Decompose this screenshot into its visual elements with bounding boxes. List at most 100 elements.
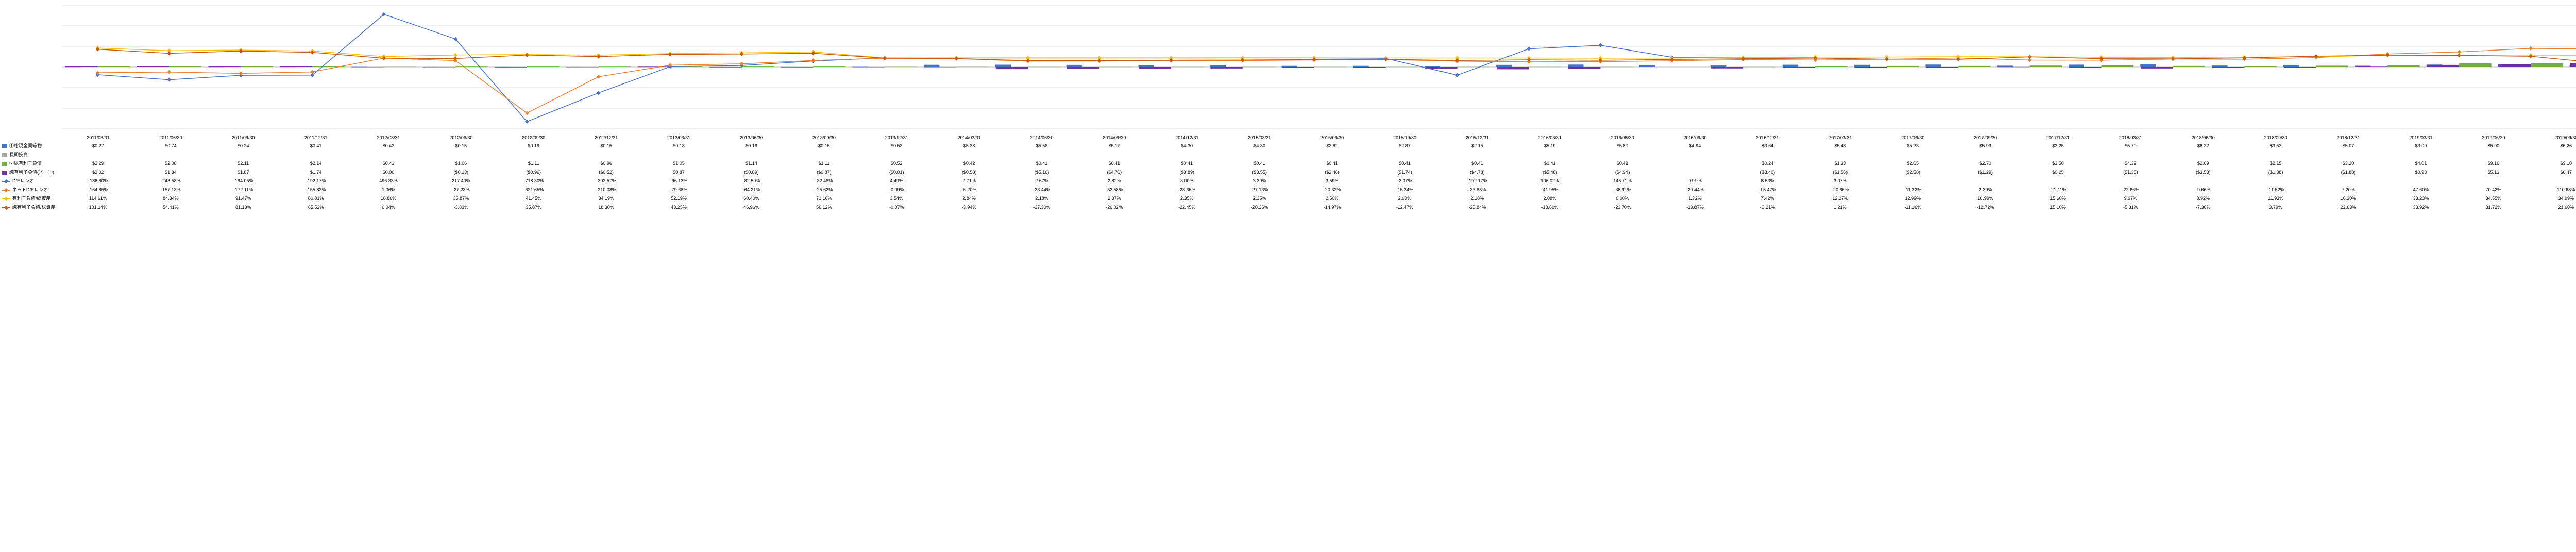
cell: $6.26 xyxy=(2530,141,2576,150)
cell: $0.24 xyxy=(207,141,280,150)
cell: -6.21% xyxy=(1731,203,1804,211)
cell: ($5.16) xyxy=(1006,168,1078,176)
cell xyxy=(2312,176,2385,185)
cell xyxy=(2022,150,2094,159)
cell: -15.47% xyxy=(1731,185,1804,194)
cell: $0.25 xyxy=(2022,168,2094,176)
period-header: 2019/06/30 xyxy=(2457,134,2530,141)
bar-netdebt xyxy=(566,67,599,68)
cell: ($3.89) xyxy=(1150,168,1223,176)
cell: 16.30% xyxy=(2312,194,2385,203)
cell: 101.14% xyxy=(62,203,134,211)
cell: 52.19% xyxy=(642,194,715,203)
cell: $0.53 xyxy=(860,141,933,150)
bar-cash xyxy=(1139,65,1155,67)
cell: -172.11% xyxy=(207,185,280,194)
cell: ($0.52) xyxy=(570,168,642,176)
cell: $0.41 xyxy=(1150,159,1223,168)
cell xyxy=(1659,159,1732,168)
cell: -157.13% xyxy=(134,185,207,194)
bar-debt xyxy=(384,67,416,68)
bar-cash xyxy=(1496,65,1512,67)
bar-netdebt xyxy=(1568,67,1601,69)
cell: 11.93% xyxy=(2240,194,2312,203)
bar-debt xyxy=(599,66,631,67)
cell: ($4.94) xyxy=(1586,168,1659,176)
bar-netdebt xyxy=(352,67,384,68)
cell: $1.14 xyxy=(715,159,788,168)
cell xyxy=(2240,176,2312,185)
cell: $2.02 xyxy=(62,168,134,176)
period-header: 2012/06/30 xyxy=(425,134,497,141)
cell xyxy=(1876,150,1949,159)
bar-netdebt xyxy=(1282,67,1314,68)
cell: -392.57% xyxy=(570,176,642,185)
cell: $6.22 xyxy=(2167,141,2240,150)
cell: $1.05 xyxy=(642,159,715,168)
cell: -25.84% xyxy=(1441,203,1514,211)
cell: ($4.76) xyxy=(1078,168,1150,176)
cell: $3.50 xyxy=(2022,159,2094,168)
bar-netdebt xyxy=(1783,67,1816,68)
cell xyxy=(62,150,134,159)
cell: 2.67% xyxy=(1006,176,1078,185)
period-header: 2016/03/31 xyxy=(1514,134,1586,141)
cell: -621.65% xyxy=(497,185,570,194)
bar-netdebt xyxy=(1997,67,2030,68)
bar-netdebt xyxy=(1711,67,1744,69)
cell: 34.55% xyxy=(2457,194,2530,203)
bar-netdebt xyxy=(2499,64,2531,67)
bar-cash xyxy=(1067,65,1083,67)
cell xyxy=(1223,150,1296,159)
cell: 2.71% xyxy=(933,176,1006,185)
period-header: 2015/06/30 xyxy=(1296,134,1368,141)
bar-netdebt xyxy=(996,67,1028,69)
row-label-netdebtasset: 純有利子負債/総資産 xyxy=(0,203,62,211)
cell: -27.23% xyxy=(425,185,497,194)
bar-debt xyxy=(527,66,560,67)
cell: -11.16% xyxy=(1876,203,1949,211)
table-row: 有利子負債/総資産114.61%84.34%91.47%80.81%18.86%… xyxy=(0,194,2576,203)
cell: $0.41 xyxy=(1441,159,1514,168)
cell: 2.93% xyxy=(1368,194,1441,203)
bar-debt xyxy=(742,66,774,67)
cell: -11.52% xyxy=(2240,185,2312,194)
period-header: 2014/03/31 xyxy=(933,134,1006,141)
cell: -12.47% xyxy=(1368,203,1441,211)
cell: -718.30% xyxy=(497,176,570,185)
bar-cash xyxy=(1711,65,1727,67)
cell: -3.83% xyxy=(425,203,497,211)
bar-debt xyxy=(1458,67,1490,68)
bar-debt xyxy=(169,66,201,67)
cell: 3.00% xyxy=(1150,176,1223,185)
cell: -22.66% xyxy=(2094,185,2167,194)
cell: $1.11 xyxy=(788,159,860,168)
cell: $0.41 xyxy=(1006,159,1078,168)
cell: $4.94 xyxy=(1659,141,1732,150)
bar-debt xyxy=(885,67,917,68)
cell: $1.11 xyxy=(497,159,570,168)
cell: $0.15 xyxy=(570,141,642,150)
cell: 46.96% xyxy=(715,203,788,211)
cell xyxy=(1949,176,2022,185)
cell: -192.17% xyxy=(280,176,352,185)
cell: $0.87 xyxy=(642,168,715,176)
period-header: 2017/06/30 xyxy=(1876,134,1949,141)
period-header: 2015/09/30 xyxy=(1368,134,1441,141)
cell: $0.27 xyxy=(62,141,134,150)
cell: 2.35% xyxy=(1150,194,1223,203)
cell: -82.59% xyxy=(715,176,788,185)
cell xyxy=(1949,150,2022,159)
cell: 2.39% xyxy=(1949,185,2022,194)
bar-cash xyxy=(2140,64,2156,67)
cell: 33.23% xyxy=(2385,194,2458,203)
cell: $5.23 xyxy=(1876,141,1949,150)
bar-debt xyxy=(455,66,488,67)
cell: -33.83% xyxy=(1441,185,1514,194)
bar-netdebt xyxy=(280,66,313,67)
cell xyxy=(2385,176,2458,185)
cell: -7.36% xyxy=(2167,203,2240,211)
cell: -33.44% xyxy=(1006,185,1078,194)
cell: 35.87% xyxy=(497,203,570,211)
bar-debt xyxy=(1887,66,1919,67)
